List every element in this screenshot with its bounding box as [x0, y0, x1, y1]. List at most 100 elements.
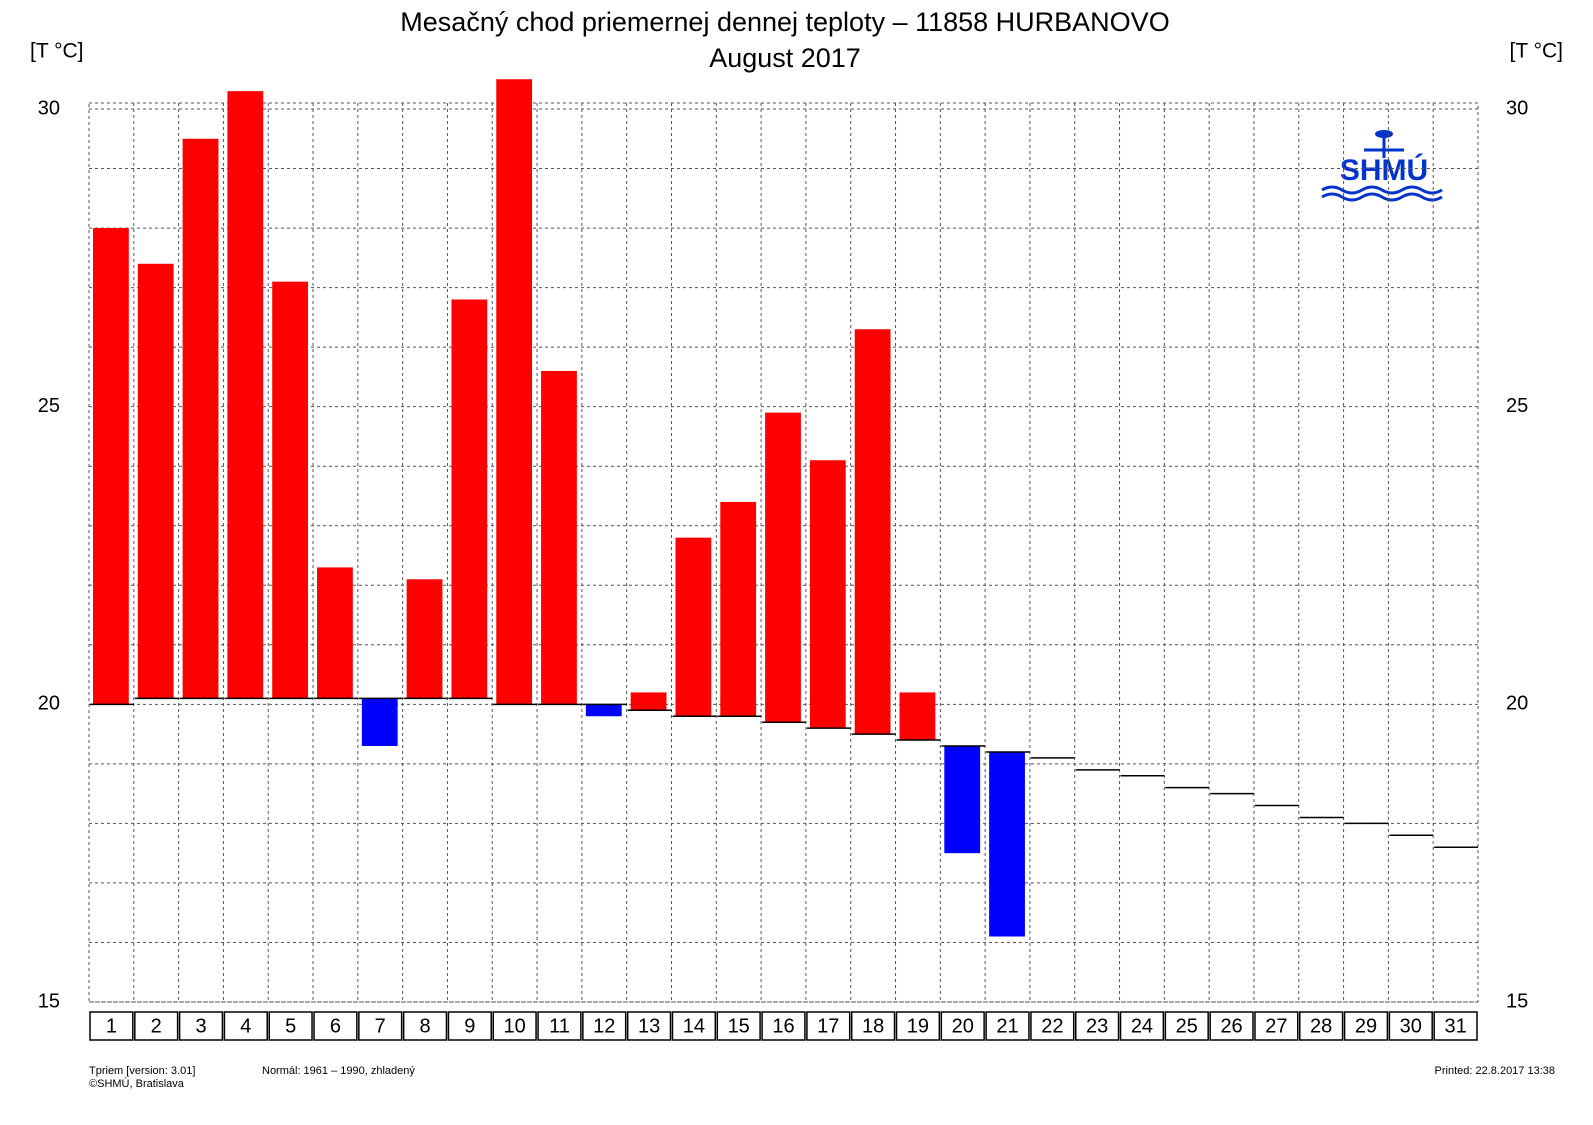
category-box [402, 1011, 448, 1041]
x-tick-label: 12 [593, 1015, 615, 1037]
bar [496, 79, 533, 705]
bar [630, 692, 667, 711]
x-tick-label: 11 [549, 1015, 570, 1037]
category-box [806, 1011, 851, 1041]
y2-tick-label: 30 [1506, 97, 1528, 119]
bar [361, 698, 398, 747]
x-tick-label: 16 [772, 1015, 794, 1037]
bar [854, 329, 891, 735]
category-box [761, 1011, 806, 1041]
category-box [313, 1011, 358, 1041]
category-box [492, 1011, 537, 1041]
category-box [1030, 1011, 1075, 1041]
category-box [1164, 1011, 1209, 1041]
x-tick-label: 2 [151, 1015, 162, 1037]
footer-version: Tpriem [version: 3.01] [89, 1065, 195, 1077]
bar [989, 751, 1025, 937]
x-tick-label: 1 [106, 1015, 117, 1037]
category-box [1209, 1011, 1254, 1041]
category-box [1433, 1011, 1478, 1041]
category-box [671, 1011, 717, 1041]
x-tick-label: 7 [375, 1015, 386, 1037]
category-box [582, 1011, 627, 1041]
bar [944, 746, 981, 854]
category-box [940, 1011, 985, 1041]
category-box [985, 1011, 1030, 1041]
category-box [537, 1011, 582, 1041]
chart-subtitle: August 2017 [709, 43, 861, 73]
footer-normal: Normál: 1961 – 1990, zhladený [262, 1065, 415, 1077]
category-box [1119, 1011, 1165, 1041]
category-box [358, 1011, 403, 1041]
y2-axis-label: [T °C] [1509, 40, 1563, 63]
bar [541, 370, 577, 705]
category-box [1254, 1011, 1299, 1041]
category-box [626, 1011, 672, 1041]
logo-text: SHMÚ [1340, 153, 1428, 187]
x-tick-label: 17 [817, 1015, 839, 1037]
category-box [1388, 1011, 1433, 1041]
bar [809, 460, 846, 729]
chart-title: Mesačný chod priemernej dennej teploty –… [400, 7, 1169, 37]
x-tick-label: 3 [195, 1015, 206, 1037]
x-tick-label: 24 [1131, 1015, 1153, 1037]
category-box [895, 1011, 941, 1041]
y2-tick-label: 20 [1506, 693, 1528, 715]
category-box [1343, 1011, 1389, 1041]
x-tick-label: 27 [1265, 1015, 1287, 1037]
category-box [178, 1011, 224, 1041]
x-tick-label: 30 [1400, 1015, 1422, 1037]
category-box [134, 1011, 179, 1041]
x-tick-label: 22 [1041, 1015, 1063, 1037]
bar [451, 299, 488, 699]
bar [272, 281, 309, 699]
y2-tick-label: 25 [1506, 395, 1528, 417]
plot-frame [88, 102, 1479, 1003]
x-tick-label: 28 [1310, 1015, 1332, 1037]
x-tick-label: 25 [1176, 1015, 1198, 1037]
bar [182, 138, 219, 699]
y2-tick-label: 15 [1506, 990, 1528, 1012]
category-box [268, 1011, 313, 1041]
x-tick-label: 10 [504, 1015, 526, 1037]
x-tick-label: 15 [728, 1015, 750, 1037]
bar [585, 704, 622, 717]
x-tick-label: 8 [419, 1015, 430, 1037]
y-tick-label: 20 [38, 693, 60, 715]
x-tick-label: 20 [952, 1015, 974, 1037]
x-tick-label: 13 [638, 1015, 660, 1037]
x-tick-label: 19 [907, 1015, 929, 1037]
x-tick-label: 23 [1086, 1015, 1108, 1037]
bar [406, 579, 443, 699]
bar [899, 692, 936, 741]
bar [137, 263, 174, 699]
bar [675, 537, 712, 717]
x-tick-label: 18 [862, 1015, 884, 1037]
footer-copyright: ©SHMÚ, Bratislava [89, 1077, 185, 1090]
x-tick-label: 26 [1220, 1015, 1242, 1037]
y-tick-label: 15 [38, 990, 60, 1012]
x-tick-label: 6 [330, 1015, 341, 1037]
logo: SHMÚ [1321, 130, 1443, 202]
x-tick-label: 29 [1355, 1015, 1377, 1037]
bar [720, 501, 757, 717]
x-tick-label: 4 [240, 1015, 251, 1037]
category-box [223, 1011, 268, 1041]
category-box [1074, 1011, 1120, 1041]
category-box [716, 1011, 761, 1041]
x-tick-label: 14 [683, 1015, 705, 1037]
bar [227, 91, 264, 699]
category-box [447, 1011, 493, 1041]
x-tick-label: 31 [1444, 1015, 1466, 1037]
category-box [850, 1011, 896, 1041]
y-axis-label: [T °C] [30, 40, 84, 63]
x-tick-label: 21 [996, 1015, 1018, 1037]
bar [93, 228, 129, 705]
x-tick-label: 9 [464, 1015, 475, 1037]
footer-printed: Printed: 22.8.2017 13:38 [1435, 1065, 1555, 1077]
category-box [1299, 1011, 1344, 1041]
y-tick-label: 30 [38, 97, 60, 119]
bar [317, 567, 353, 699]
bar [765, 412, 801, 723]
